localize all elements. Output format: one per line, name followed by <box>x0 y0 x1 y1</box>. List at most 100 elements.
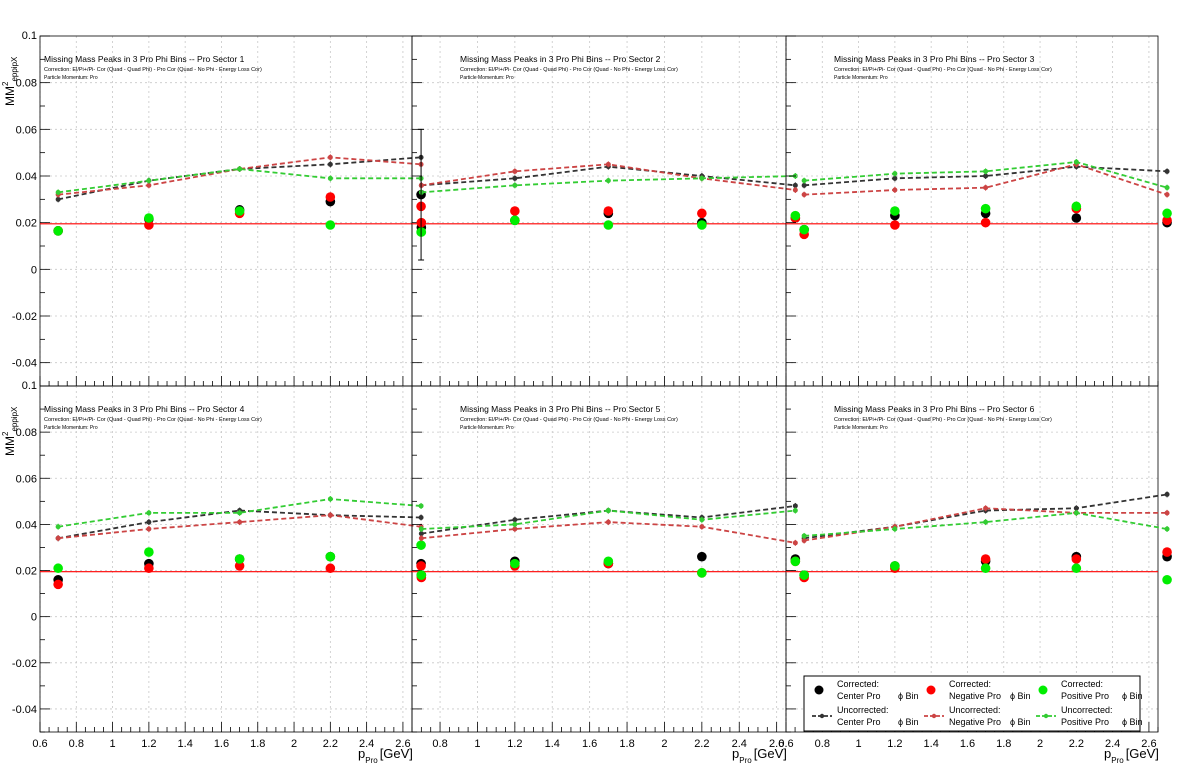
correction-note: Correction: El/Pi+/Pi- Cor (Quad - Quad … <box>460 417 678 423</box>
data-point-corrected <box>697 220 707 230</box>
data-point-uncorrected <box>792 540 798 546</box>
legend-suffix: ϕ Bin <box>1010 717 1031 727</box>
data-point-corrected <box>603 206 614 216</box>
x-tick-label: 1.2 <box>141 738 156 750</box>
series-line-uncorrected <box>804 165 1168 187</box>
data-point-corrected <box>416 540 426 550</box>
x-axis-label: pPro [GeV] <box>358 746 413 765</box>
data-point-uncorrected <box>418 531 424 537</box>
panel-sector-2: Missing Mass Peaks in 3 Pro Phi Bins -- … <box>411 35 801 387</box>
panel-sector-3: Missing Mass Peaks in 3 Pro Phi Bins -- … <box>785 35 1172 387</box>
data-point-corrected <box>1162 208 1172 219</box>
data-point-corrected <box>980 554 991 564</box>
momentum-note: Particle Momentum: Pro <box>460 425 514 431</box>
data-point-uncorrected <box>983 168 989 174</box>
data-point-uncorrected <box>146 510 152 516</box>
legend-line-marker <box>1043 713 1049 719</box>
correction-note: Correction: El/Pi+/Pi- Cor (Quad - Quad … <box>834 67 1052 73</box>
data-point-uncorrected <box>605 161 611 167</box>
data-point-uncorrected <box>418 535 424 541</box>
legend-title: Uncorrected: <box>837 705 889 715</box>
data-point-uncorrected <box>1073 159 1079 165</box>
data-point-uncorrected <box>605 508 611 514</box>
data-point-corrected <box>1162 215 1172 226</box>
y-tick-label: -0.04 <box>12 704 37 716</box>
data-point-corrected <box>1071 201 1082 212</box>
data-point-uncorrected <box>327 496 333 502</box>
series-line-uncorrected <box>58 498 422 528</box>
data-point-corrected <box>325 551 336 562</box>
x-tick-label: 2.4 <box>1105 738 1120 750</box>
legend-entry: Uncorrected: Positive Pro ϕ Bin <box>1036 705 1143 727</box>
correction-note: Correction: El/Pi+/Pi- Cor (Quad - Quad … <box>460 67 678 73</box>
data-point-corrected <box>325 192 336 202</box>
data-point-corrected <box>890 206 900 216</box>
data-point-uncorrected <box>1164 185 1170 191</box>
y-tick-label: 0.08 <box>16 427 37 439</box>
data-point-uncorrected <box>146 182 152 188</box>
data-point-uncorrected <box>792 508 798 514</box>
panel-sector-1: -0.04 -0.02 0 0.02 0.04 0.06 0.08 0.1 MM2eppipX M… <box>1 30 426 387</box>
data-point-uncorrected <box>983 185 989 191</box>
data-point-uncorrected <box>512 168 518 174</box>
data-point-uncorrected <box>892 526 898 532</box>
data-point-corrected <box>234 554 245 564</box>
plot-frame <box>39 35 413 387</box>
correction-note: Correction: El/Pi+/Pi- Cor (Quad - Quad … <box>44 417 262 423</box>
x-tick-label: 2 <box>1037 738 1043 750</box>
data-point-uncorrected <box>792 503 798 509</box>
y-tick-label: 0.1 <box>22 30 37 42</box>
data-point-corrected <box>234 561 245 571</box>
x-tick-label: 1 <box>856 738 862 750</box>
data-point-uncorrected <box>512 517 518 523</box>
data-point-corrected <box>1071 563 1082 574</box>
data-point-uncorrected <box>1164 491 1170 497</box>
data-point-corrected <box>980 563 991 574</box>
data-point-corrected <box>1071 213 1082 223</box>
data-point-corrected <box>144 213 154 223</box>
series-line-uncorrected <box>804 161 1168 189</box>
y-tick-label: 0.08 <box>16 78 37 90</box>
data-point-uncorrected <box>327 154 333 160</box>
x-tick-label: 1.8 <box>250 738 265 750</box>
momentum-note: Particle Momentum: Pro <box>834 425 888 431</box>
series-line-uncorrected <box>804 163 1168 196</box>
data-point-uncorrected <box>605 519 611 525</box>
series-line-uncorrected <box>58 156 422 196</box>
data-point-uncorrected <box>1164 168 1170 174</box>
x-tick-label: 0.8 <box>815 738 830 750</box>
plot-frame <box>411 385 787 733</box>
data-point-corrected <box>697 568 707 578</box>
data-point-corrected <box>510 206 520 216</box>
data-point-uncorrected <box>55 535 61 541</box>
data-point-uncorrected <box>801 192 807 198</box>
x-axis-label: pPro [GeV] <box>732 746 787 765</box>
data-point-uncorrected <box>699 524 705 530</box>
x-tick-label: 1.6 <box>582 738 597 750</box>
legend-line-marker <box>931 713 937 719</box>
data-point-corrected <box>799 224 809 235</box>
data-point-uncorrected <box>983 505 989 511</box>
legend-title: Corrected: <box>949 679 991 689</box>
legend-label: Center Pro <box>837 691 881 701</box>
data-point-uncorrected <box>237 510 243 516</box>
data-point-corrected <box>53 579 63 590</box>
data-point-corrected <box>980 217 991 228</box>
data-point-corrected <box>416 561 426 571</box>
data-point-uncorrected <box>605 178 611 184</box>
legend-entry: Corrected: Negative Pro ϕ Bin <box>926 679 1031 701</box>
data-point-uncorrected <box>892 175 898 181</box>
data-point-corrected <box>144 563 154 574</box>
data-point-uncorrected <box>512 521 518 527</box>
y-tick-label: 0.04 <box>16 519 37 531</box>
legend: Corrected: Center Pro ϕ Bin Corrected: Negat… <box>803 675 1143 732</box>
x-tick-label: 2 <box>291 738 297 750</box>
panel-title: Missing Mass Peaks in 3 Pro Phi Bins -- … <box>834 404 1035 414</box>
x-tick-label: 2.2 <box>323 738 338 750</box>
data-point-uncorrected <box>327 512 333 518</box>
data-point-uncorrected <box>892 171 898 177</box>
x-tick-label: 2.6 <box>395 738 410 750</box>
y-axis-label: MM2eppipX <box>1 56 19 106</box>
momentum-note: Particle Momentum: Pro <box>834 75 888 81</box>
